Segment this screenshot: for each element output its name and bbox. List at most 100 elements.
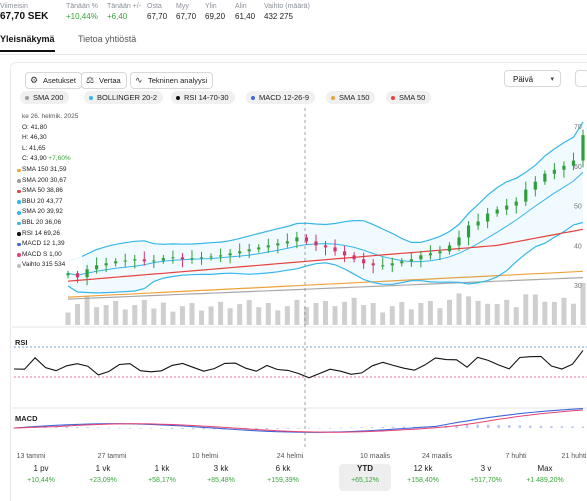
volume-bar	[570, 303, 576, 325]
legend-row-label: SMA 150 31,59	[22, 165, 67, 173]
macd-histogram-bar	[297, 428, 300, 429]
bollinger-lower	[67, 221, 584, 294]
period-button-12-kk[interactable]: 12 kk +158,40%	[400, 464, 446, 484]
compare-button[interactable]: ⚖ Vertaa	[81, 72, 127, 89]
candle-body	[66, 273, 70, 276]
volume-bar	[427, 300, 433, 325]
period-button-ytd[interactable]: YTD +65,12%	[339, 464, 391, 491]
indicator-color-dot	[25, 95, 29, 100]
legend-color-dot	[17, 200, 21, 204]
legend-row: SMA 200 30,67	[17, 176, 82, 187]
candle-body	[524, 189, 528, 202]
volume-bar	[275, 310, 281, 325]
candle-body	[562, 165, 566, 170]
legend-row: BBU 20 43,77	[17, 197, 82, 208]
period-button-max[interactable]: Max +1 489,20%	[522, 464, 568, 484]
fullscreen-button[interactable]	[575, 70, 587, 87]
y-tick-label: 70	[574, 124, 582, 131]
macd-histogram-bar	[318, 428, 321, 429]
low: Alin 61,40	[235, 3, 255, 21]
candle-body	[199, 257, 204, 259]
volume-bar	[208, 306, 214, 325]
indicator-color-dot	[89, 95, 93, 100]
volume-bar	[170, 311, 176, 325]
macd-histogram-bar	[349, 427, 353, 429]
tab-overview[interactable]: Yleisnäkymä	[0, 34, 55, 52]
legend-row-label: Vaihto 315 534	[22, 261, 66, 269]
period-button-1-vk[interactable]: 1 vk +23,09%	[80, 464, 126, 484]
indicator-chip-sma50[interactable]: SMA 50	[386, 91, 432, 104]
macd-histogram-bar	[44, 426, 47, 428]
legend-indicator-rows: SMA 150 31,59 SMA 200 30,67 SMA 50 38,86 BB…	[17, 165, 82, 271]
indicator-chip-bollinger[interactable]: BOLLINGER 20-2	[84, 91, 164, 104]
candle-body	[85, 269, 89, 278]
indicator-chip-label: BOLLINGER 20-2	[97, 93, 158, 102]
macd-pane: MACD	[12, 408, 585, 433]
candle-body	[323, 245, 328, 248]
volume-bar	[218, 301, 224, 325]
period-return: +10,44%	[27, 477, 55, 484]
legend-row-label: SMA 200 30,67	[22, 176, 67, 184]
macd-histogram-bar	[139, 428, 142, 429]
volume-bar	[284, 306, 290, 325]
last-price-value: 67,70 SEK	[0, 11, 49, 22]
bollinger-fill	[68, 122, 583, 293]
ask-label: Myy	[176, 3, 189, 10]
period-button-6-kk[interactable]: 6 kk +159,39%	[260, 464, 306, 484]
candle-body	[581, 135, 585, 161]
macd-signal-line	[13, 409, 584, 433]
macd-histogram-bar	[12, 428, 16, 429]
volume-bar	[361, 305, 367, 325]
candle-body	[362, 259, 366, 264]
volume-bar	[103, 305, 109, 325]
macd-histogram-bar	[497, 424, 500, 428]
volume-bar	[141, 299, 147, 325]
low-value: 61,40	[235, 12, 256, 21]
candle-body	[381, 265, 385, 267]
volume-bar	[256, 307, 262, 325]
candle-body	[314, 241, 318, 246]
technical-analysis-button[interactable]: ∿ Tekninen analyysi	[130, 72, 214, 89]
indicator-color-dot	[391, 95, 395, 100]
candle-body	[466, 225, 471, 238]
macd-histogram-bar	[286, 428, 290, 429]
volume-bar	[418, 302, 424, 325]
macd-histogram-bar	[402, 426, 406, 428]
today-pct: Tänään % +10,44%	[66, 3, 98, 21]
volume-bar	[332, 306, 338, 325]
legend-color-dot	[17, 242, 21, 247]
legend-row: BBL 20 36,06	[17, 218, 82, 229]
volume-bar	[160, 302, 166, 325]
macd-histogram-bar	[550, 426, 553, 428]
volume-bar	[94, 307, 100, 325]
legend-color-dot	[17, 221, 21, 226]
candle-body	[295, 237, 299, 242]
period-select[interactable]: Päivä ▾	[504, 70, 561, 87]
candle-body	[409, 259, 413, 262]
period-button-3-kk[interactable]: 3 kk +85,48%	[198, 464, 244, 484]
volume-bar	[485, 303, 491, 325]
indicator-chip-rsi[interactable]: RSI 14-70-30	[171, 91, 235, 104]
legend-color-dot	[17, 179, 21, 183]
indicator-chip-sma200[interactable]: SMA 200	[20, 91, 70, 104]
chevron-down-icon: ▾	[550, 76, 554, 83]
tab-company-info[interactable]: Tietoa yhtiöstä	[78, 34, 137, 44]
period-button-1-pv[interactable]: 1 pv +10,44%	[18, 464, 64, 484]
x-tick-label: 21 huhti	[562, 453, 587, 460]
quote-summary: Viimeisin 67,70 SEK Tänään % +10,44% Tän…	[0, 0, 587, 30]
indicator-chip-sma150[interactable]: SMA 150	[326, 91, 376, 104]
macd-histogram-bar	[465, 424, 469, 428]
macd-histogram-bar	[434, 426, 437, 428]
volume-bar	[561, 297, 567, 325]
period-button-1-kk[interactable]: 1 kk +58,17%	[139, 464, 185, 484]
candle-body	[390, 263, 394, 266]
volume-bar	[246, 299, 252, 325]
macd-histogram-bar	[213, 428, 216, 430]
volume-bar	[237, 304, 243, 325]
indicator-chip-label: MACD 12-26-9	[259, 93, 310, 102]
legend-color-dot	[17, 232, 21, 236]
indicator-chip-macd[interactable]: MACD 12-26-9	[246, 91, 316, 104]
candle-body	[447, 245, 452, 252]
period-button-3-v[interactable]: 3 v +517,70%	[463, 464, 509, 484]
